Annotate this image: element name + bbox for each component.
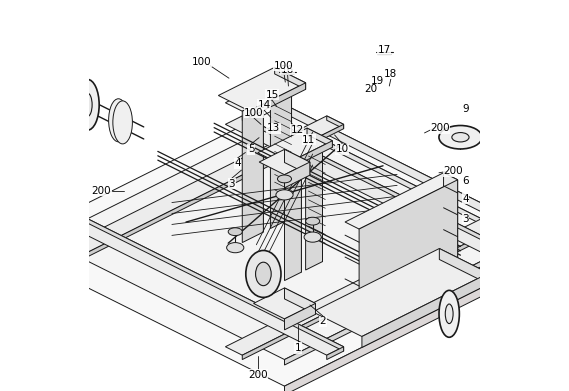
Text: 4: 4 <box>462 194 469 204</box>
Polygon shape <box>254 288 315 319</box>
Polygon shape <box>312 249 489 337</box>
Polygon shape <box>345 173 457 229</box>
Ellipse shape <box>83 93 92 117</box>
Ellipse shape <box>113 101 133 144</box>
Text: 12: 12 <box>290 125 304 135</box>
Polygon shape <box>359 180 457 322</box>
Polygon shape <box>225 92 263 111</box>
Text: 1: 1 <box>295 343 302 353</box>
Polygon shape <box>327 347 344 360</box>
Polygon shape <box>225 116 524 265</box>
Polygon shape <box>45 116 344 265</box>
Text: 11: 11 <box>302 135 315 145</box>
Text: 15: 15 <box>265 90 279 100</box>
Ellipse shape <box>255 262 271 286</box>
Polygon shape <box>249 83 306 118</box>
Polygon shape <box>307 128 332 147</box>
Polygon shape <box>45 120 524 360</box>
Ellipse shape <box>446 304 453 324</box>
Ellipse shape <box>228 228 242 236</box>
Polygon shape <box>275 78 291 218</box>
Polygon shape <box>259 149 310 175</box>
Text: 200: 200 <box>248 369 268 380</box>
Polygon shape <box>284 240 524 365</box>
Text: 20: 20 <box>365 84 378 94</box>
Polygon shape <box>225 206 524 355</box>
Polygon shape <box>242 116 524 261</box>
Ellipse shape <box>76 79 99 130</box>
Text: 16: 16 <box>281 65 294 75</box>
Polygon shape <box>284 157 302 281</box>
Polygon shape <box>308 140 323 262</box>
Ellipse shape <box>246 251 281 298</box>
Text: 4: 4 <box>234 158 241 169</box>
Polygon shape <box>444 173 457 273</box>
Text: 10: 10 <box>336 144 349 154</box>
Polygon shape <box>284 246 566 391</box>
Polygon shape <box>291 140 323 155</box>
Text: 13: 13 <box>267 123 280 133</box>
Text: 3: 3 <box>462 214 469 224</box>
Polygon shape <box>270 150 302 166</box>
Polygon shape <box>306 147 323 270</box>
Ellipse shape <box>306 217 320 225</box>
Polygon shape <box>45 206 344 355</box>
Text: 3: 3 <box>228 179 235 189</box>
Polygon shape <box>242 214 524 360</box>
Text: 6: 6 <box>462 176 469 186</box>
Polygon shape <box>284 288 315 314</box>
Text: 17: 17 <box>378 45 391 55</box>
Polygon shape <box>242 100 263 242</box>
Ellipse shape <box>452 133 469 142</box>
Polygon shape <box>270 86 291 228</box>
Polygon shape <box>284 149 310 175</box>
Polygon shape <box>284 105 566 254</box>
Ellipse shape <box>109 99 128 142</box>
Polygon shape <box>284 303 315 330</box>
Text: 5: 5 <box>248 144 254 154</box>
Ellipse shape <box>439 126 482 149</box>
Ellipse shape <box>304 232 321 242</box>
Ellipse shape <box>276 190 293 200</box>
Polygon shape <box>275 67 306 90</box>
Polygon shape <box>327 116 344 129</box>
Ellipse shape <box>226 242 244 253</box>
Polygon shape <box>258 128 332 165</box>
Text: 18: 18 <box>384 68 398 79</box>
Polygon shape <box>3 105 566 386</box>
Polygon shape <box>507 256 524 269</box>
Polygon shape <box>218 67 306 111</box>
Text: 9: 9 <box>462 104 469 115</box>
Polygon shape <box>287 150 302 272</box>
Polygon shape <box>284 120 524 246</box>
Text: 100: 100 <box>192 57 212 67</box>
Text: 100: 100 <box>274 61 294 71</box>
Text: 19: 19 <box>371 76 384 86</box>
Polygon shape <box>254 78 291 97</box>
Polygon shape <box>246 92 263 232</box>
Polygon shape <box>62 206 344 351</box>
Polygon shape <box>362 273 489 348</box>
Polygon shape <box>439 249 489 284</box>
Text: 200: 200 <box>444 166 463 176</box>
Ellipse shape <box>278 175 291 183</box>
Ellipse shape <box>439 291 459 337</box>
Text: 100: 100 <box>244 108 264 118</box>
Text: 200: 200 <box>92 186 112 196</box>
Polygon shape <box>283 141 332 172</box>
Text: 200: 200 <box>430 123 450 133</box>
Text: 14: 14 <box>258 100 271 110</box>
Polygon shape <box>284 162 310 188</box>
Text: 2: 2 <box>320 316 326 326</box>
Polygon shape <box>62 124 344 269</box>
Polygon shape <box>507 206 524 219</box>
